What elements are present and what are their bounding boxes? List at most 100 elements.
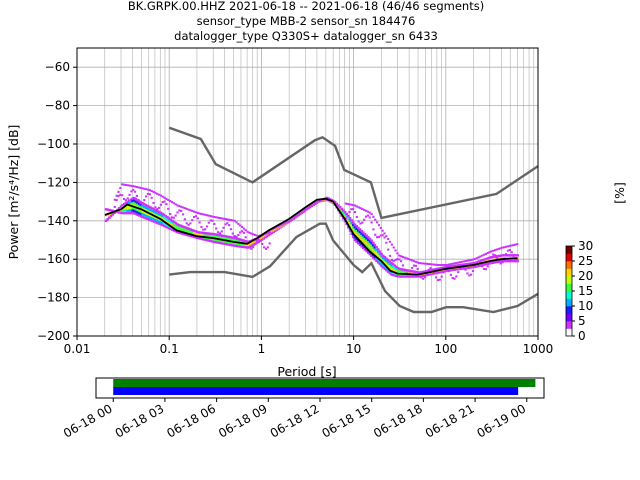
density-cell: [300, 211, 304, 214]
density-cell: [395, 270, 398, 273]
density-cell: [318, 199, 322, 202]
density-cell: [375, 254, 378, 257]
density-cell: [149, 216, 153, 219]
outlier-cell: [464, 260, 467, 263]
density-cell: [376, 258, 380, 262]
density-cell: [136, 201, 139, 204]
outlier-cell: [231, 219, 234, 222]
outlier-cell: [488, 251, 491, 254]
density-cell: [192, 229, 196, 232]
density-cell: [435, 267, 438, 271]
x-axis-ticks: 0.01 0.1 1 10 100 1000: [64, 336, 553, 356]
colorbar-segment: [566, 253, 572, 262]
density-cell: [396, 269, 400, 273]
density-cell: [390, 264, 393, 267]
density-cell: [131, 197, 134, 200]
density-cell: [259, 237, 262, 240]
density-cell: [443, 270, 446, 273]
density-cell: [494, 255, 498, 258]
density-cell: [147, 210, 151, 214]
density-cell: [368, 245, 372, 248]
density-cell: [136, 208, 139, 212]
outlier-cell: [423, 262, 427, 265]
density-cell: [488, 256, 491, 260]
colorbar-segment: [566, 261, 572, 269]
density-cell: [360, 229, 363, 233]
density-cell: [358, 230, 362, 234]
density-cell: [471, 265, 475, 269]
density-cell: [388, 264, 392, 268]
colorbar-tick-label: 15: [578, 284, 593, 298]
density-cell: [493, 255, 496, 258]
outlier-cell: [490, 250, 493, 253]
outlier-cell: [464, 268, 467, 271]
density-cell: [230, 238, 234, 242]
density-cell: [385, 262, 388, 265]
density-cell: [391, 268, 395, 271]
density-cell: [466, 266, 470, 270]
density-cell: [121, 209, 124, 212]
density-cell: [368, 240, 372, 243]
density-cell: [176, 228, 179, 231]
outlier-cell: [368, 216, 371, 219]
density-cell: [171, 221, 174, 225]
outlier-cell: [117, 190, 120, 193]
density-cell: [167, 217, 171, 220]
density-cell: [498, 254, 501, 258]
density-cell: [132, 199, 136, 202]
density-cell: [242, 239, 246, 242]
density-cell: [483, 258, 486, 261]
density-cell: [393, 266, 397, 270]
density-cell: [196, 230, 199, 234]
outlier-cell: [385, 235, 388, 238]
density-cell: [127, 206, 131, 210]
outlier-cell: [135, 194, 139, 197]
density-cell: [154, 209, 158, 212]
colorbar-label: [%]: [612, 182, 627, 204]
density-cell: [451, 264, 455, 268]
density-cell: [288, 219, 292, 223]
density-cell: [124, 201, 128, 205]
density-cell: [378, 262, 382, 266]
density-cell: [390, 268, 393, 272]
density-cell: [167, 222, 171, 225]
density-cell: [438, 271, 441, 274]
density-cell: [144, 209, 148, 212]
outlier-cell: [239, 224, 242, 227]
density-cell: [373, 253, 377, 256]
outlier-cell: [359, 207, 362, 210]
density-cell: [119, 211, 123, 215]
plot-frame: [76, 47, 539, 337]
density-cell: [212, 232, 216, 236]
density-cell: [383, 256, 387, 259]
outlier-cell: [381, 234, 384, 237]
density-cell: [340, 209, 344, 213]
density-cell: [469, 262, 473, 265]
density-cell: [370, 247, 373, 250]
outlier-cell: [414, 264, 417, 267]
density-cell: [338, 206, 342, 209]
density-cell: [380, 255, 383, 258]
x-tick-label: 0.1: [160, 342, 179, 356]
outlier-cell: [198, 221, 201, 224]
density-cell: [159, 223, 163, 226]
density-cell: [353, 223, 357, 226]
density-cell: [131, 211, 134, 215]
colorbar-tick-label: 5: [578, 314, 586, 328]
density-cell: [151, 209, 154, 213]
density-cell: [274, 228, 277, 231]
density-cell: [247, 240, 251, 243]
density-cell: [410, 269, 413, 273]
density-cell: [493, 261, 496, 264]
density-cell: [134, 202, 138, 206]
outlier-cell: [366, 210, 369, 213]
outlier-cell: [180, 209, 183, 212]
density-cell: [207, 239, 211, 242]
density-cell: [146, 215, 149, 218]
density-cell: [474, 265, 478, 268]
outlier-cell: [350, 203, 353, 206]
timeline-tick-label: 06-19 00: [475, 401, 529, 440]
density-cell: [449, 265, 453, 268]
density-cell: [237, 242, 241, 246]
outlier-cell: [401, 255, 405, 258]
